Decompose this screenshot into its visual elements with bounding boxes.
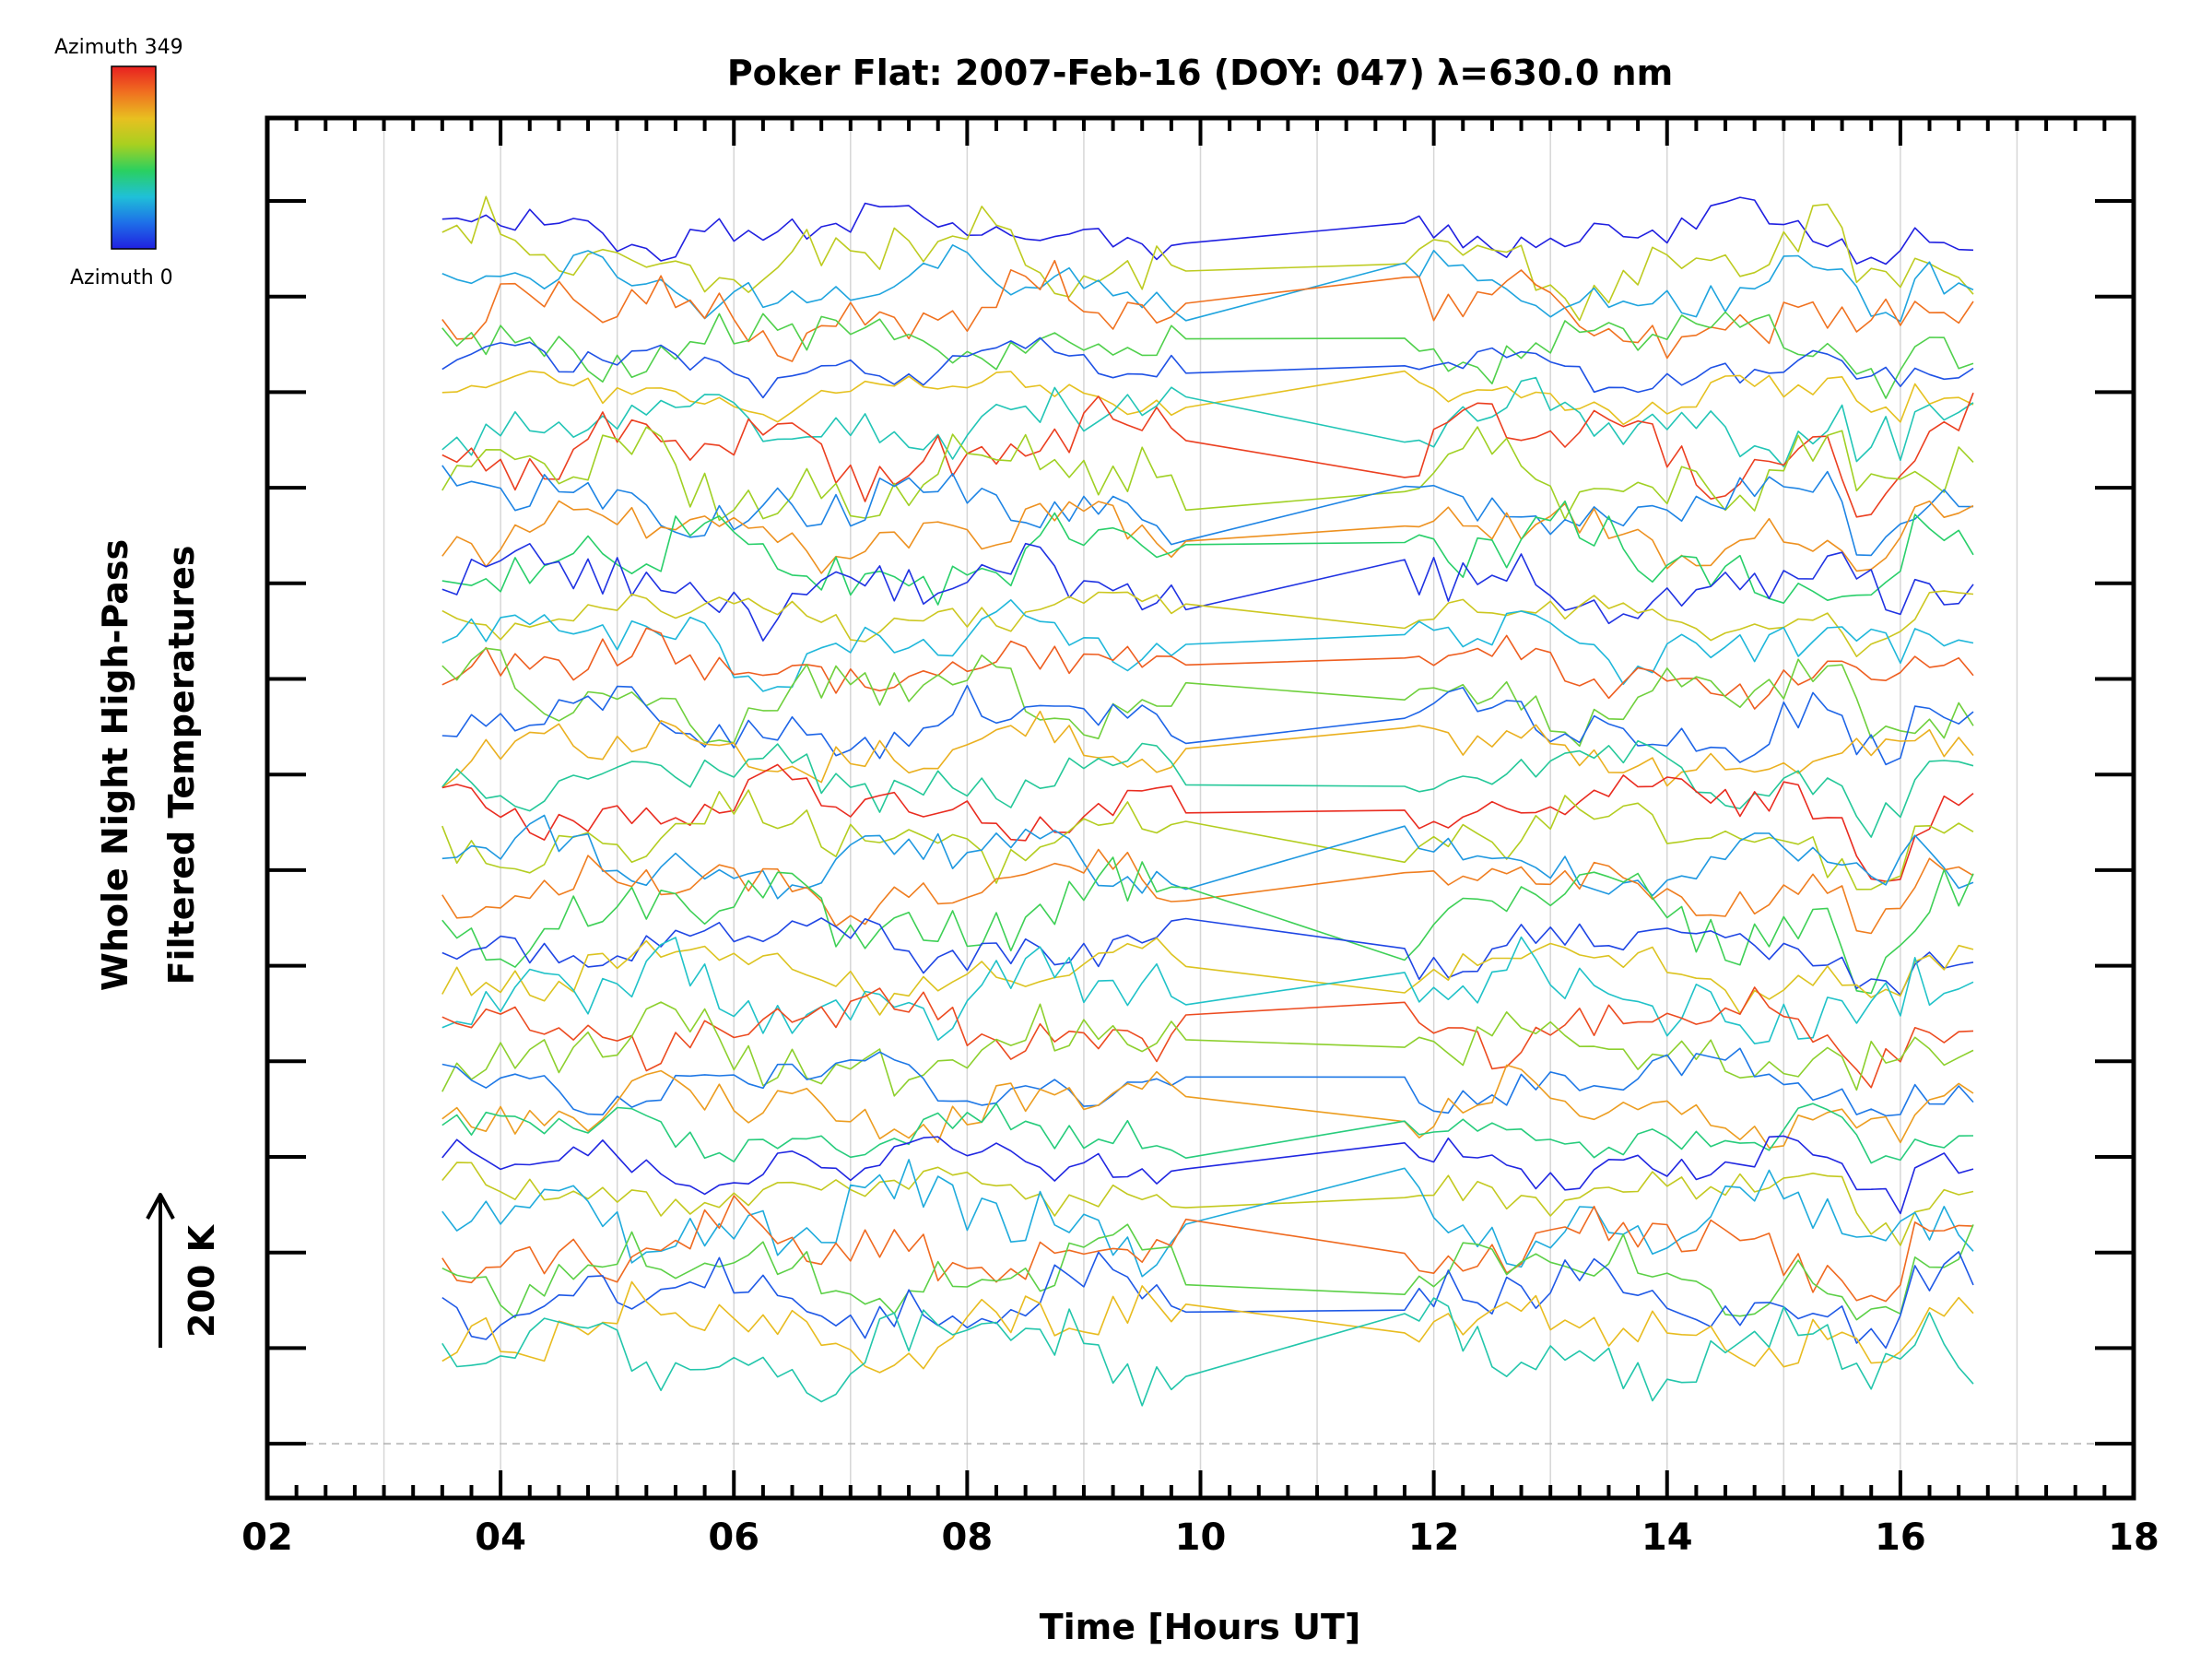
chart-title: Poker Flat: 2007-Feb-16 (DOY: 047) λ=630… — [727, 53, 1673, 93]
series-line — [441, 1047, 1974, 1117]
series-line — [441, 500, 1974, 606]
series-line — [441, 814, 1974, 900]
x-axis-label: Time [Hours UT] — [1040, 1607, 1361, 1647]
scale-bar-arrowhead — [146, 1193, 175, 1220]
series-line — [441, 590, 1974, 658]
series-line — [441, 627, 1974, 710]
series-line — [441, 500, 1974, 574]
colorbar-label-top: Azimuth 349 — [54, 36, 183, 59]
series-line — [441, 1223, 1974, 1321]
colorbar — [111, 65, 157, 250]
x-tick-label: 04 — [475, 1516, 526, 1559]
series-line — [441, 739, 1974, 838]
series-line — [441, 598, 1974, 692]
series-line — [441, 1103, 1974, 1164]
x-tick-label: 06 — [708, 1516, 759, 1559]
series-line — [441, 370, 1974, 426]
series-line — [441, 710, 1974, 788]
series-line — [441, 937, 1974, 1016]
x-tick-label: 18 — [2108, 1516, 2159, 1559]
series-line — [441, 1064, 1974, 1149]
series-line — [441, 426, 1974, 522]
series-line — [441, 936, 1974, 1044]
series-line — [441, 1297, 1974, 1407]
series-line — [441, 1135, 1974, 1215]
series-line — [441, 243, 1974, 323]
series-line — [441, 848, 1974, 935]
series-line — [441, 647, 1974, 748]
series-line — [441, 684, 1974, 766]
series-line — [441, 376, 1974, 468]
series-line — [441, 1195, 1974, 1303]
series-line — [441, 1162, 1974, 1246]
series-line — [441, 789, 1974, 890]
y-axis-label-line2: Filtered Temperatures — [161, 546, 202, 985]
x-tick-label: 08 — [942, 1516, 994, 1559]
series-line — [441, 311, 1974, 399]
series-line — [441, 1251, 1974, 1350]
series-line — [441, 856, 1974, 995]
series-line — [441, 986, 1974, 1089]
series-line — [441, 336, 1974, 399]
series-line — [441, 195, 1974, 322]
series-line — [441, 763, 1974, 882]
series-line — [441, 465, 1974, 557]
series-line — [441, 196, 1974, 265]
series-line — [441, 1280, 1974, 1374]
series-line — [441, 542, 1974, 642]
x-tick-label: 14 — [1641, 1516, 1693, 1559]
series-line — [441, 1159, 1974, 1278]
x-tick-label: 02 — [241, 1516, 293, 1559]
x-tick-label: 16 — [1875, 1516, 1926, 1559]
series-line — [441, 1001, 1974, 1097]
colorbar-label-bottom: Azimuth 0 — [70, 266, 173, 289]
scale-bar-label: 200 K — [182, 1223, 222, 1338]
x-tick-label: 12 — [1408, 1516, 1460, 1559]
x-tick-label: 10 — [1175, 1516, 1227, 1559]
y-axis-label-line1: Whole Night High-Pass — [95, 539, 135, 991]
series-line — [441, 259, 1974, 362]
